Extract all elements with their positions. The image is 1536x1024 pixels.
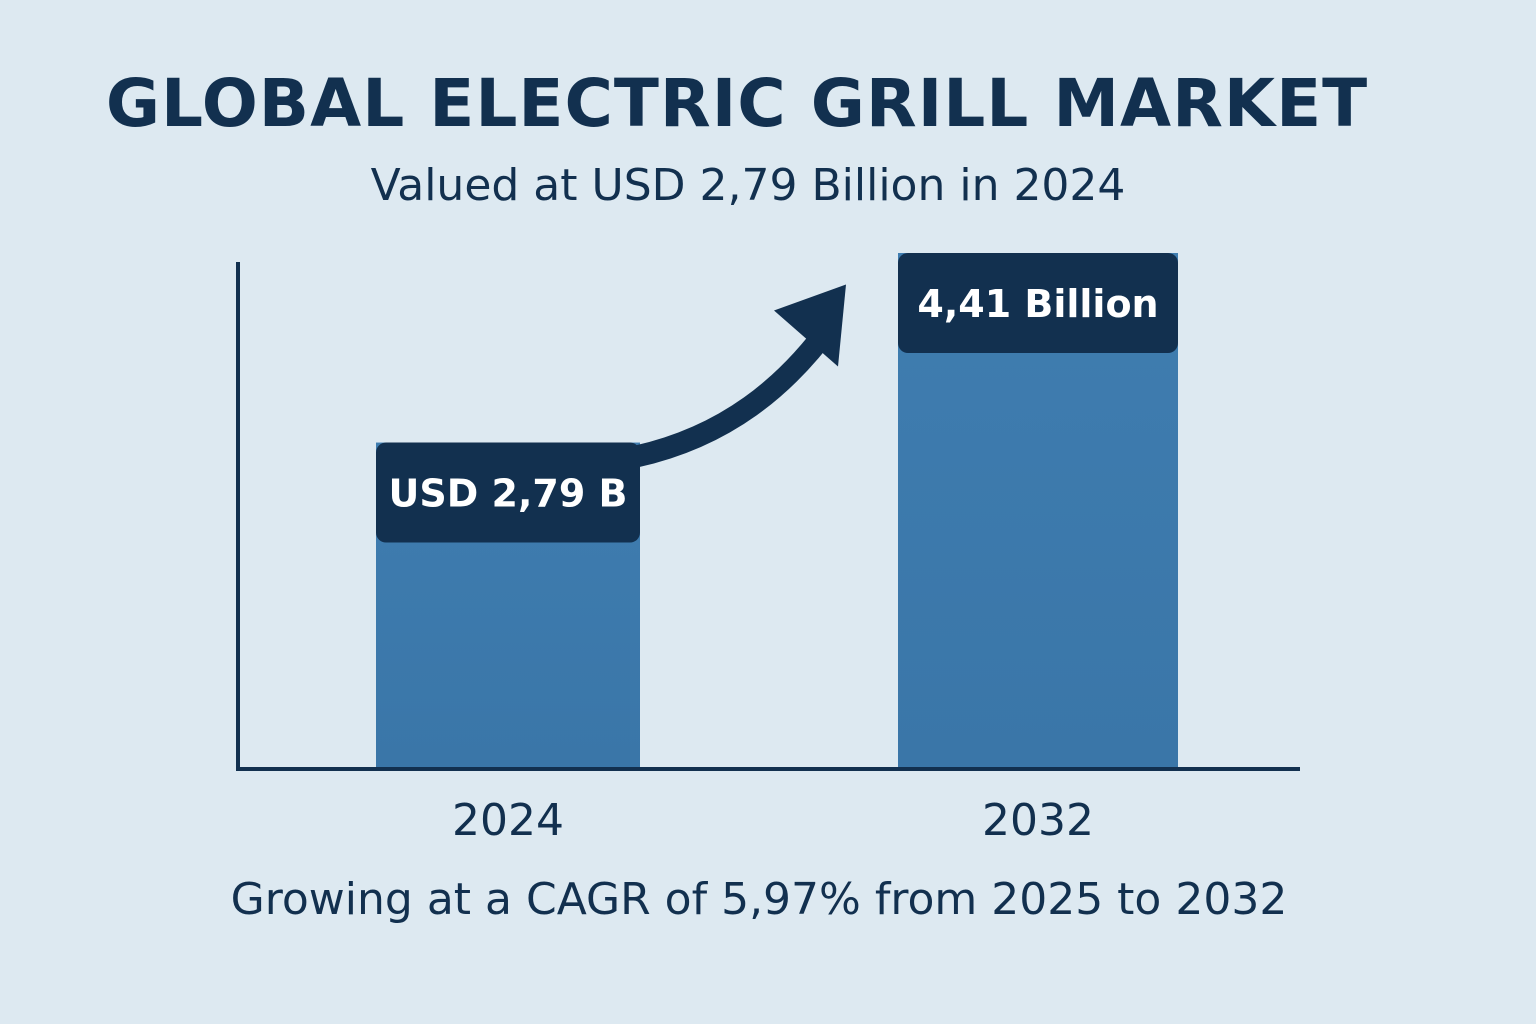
data-label-box-2024 [376, 442, 640, 543]
data-label-2024: USD 2,79 B [389, 472, 628, 516]
data-label-2032: 4,41 Billion [917, 282, 1158, 326]
x-tick-label-2032: 2032 [982, 795, 1094, 846]
chart-title: GLOBAL ELECTRIC GRILL MARKET [105, 65, 1369, 142]
data-label-box-2032 [898, 253, 1178, 353]
cagr-footer: Growing at a CAGR of 5,97% from 2025 to … [230, 874, 1288, 925]
growth-arrow-head [774, 284, 846, 367]
growth-arrow-shaft [633, 318, 840, 468]
x-tick-label-2024: 2024 [452, 795, 564, 846]
chart-subtitle: Valued at USD 2,79 Billion in 2024 [370, 160, 1126, 211]
